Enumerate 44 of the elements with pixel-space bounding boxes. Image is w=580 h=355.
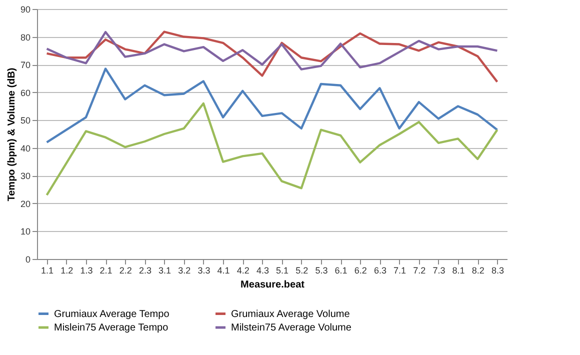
legend-label: Grumiaux Average Tempo xyxy=(54,308,170,320)
y-tick-label: 90 xyxy=(20,4,30,14)
x-tick-label: 4.3 xyxy=(256,266,269,276)
x-tick-label: 6.2 xyxy=(354,266,367,276)
x-tick-label: 1.1 xyxy=(41,266,54,276)
x-tick-label: 7.2 xyxy=(413,266,426,276)
y-tick-label: 50 xyxy=(20,116,30,126)
x-tick-label: 5.1 xyxy=(276,266,289,276)
y-tick-label: 20 xyxy=(20,198,30,209)
x-tick-label: 6.1 xyxy=(334,266,348,276)
x-tick-label: 6.3 xyxy=(374,266,386,276)
x-tick-label: 8.3 xyxy=(491,266,504,276)
y-tick-label: 70 xyxy=(20,60,30,70)
y-tick-label: 0 xyxy=(25,254,30,264)
x-tick-label: 3.3 xyxy=(198,266,210,276)
x-tick-label: 8.1 xyxy=(452,266,465,276)
y-tick-label: 60 xyxy=(20,88,30,98)
legend-label: Grumiaux Average Volume xyxy=(231,308,350,320)
x-tick-label: 3.2 xyxy=(178,266,191,276)
y-axis-title: Tempo (bpm) & Volume (dB) xyxy=(6,68,18,202)
x-tick-label: 2.2 xyxy=(119,266,132,276)
legend-label: Mislein75 Average Tempo xyxy=(54,322,169,334)
x-axis-title: Measure.beat xyxy=(240,280,306,290)
x-tick-label: 1.2 xyxy=(60,266,74,276)
x-tick-label: 5.3 xyxy=(315,266,328,276)
line-series xyxy=(46,30,498,83)
line-series xyxy=(46,30,498,70)
legend-label: Milstein75 Average Volume xyxy=(231,322,352,334)
y-tick-label: 10 xyxy=(20,226,30,237)
line-series xyxy=(46,68,498,144)
x-tick-label: 4.1 xyxy=(217,266,230,276)
x-tick-label: 5.2 xyxy=(296,266,308,276)
y-tick-label: 40 xyxy=(20,143,30,154)
x-tick-label: 7.1 xyxy=(394,266,406,276)
x-tick-label: 7.3 xyxy=(432,266,446,276)
x-tick-label: 4.2 xyxy=(236,266,250,276)
x-tick-label: 2.3 xyxy=(138,266,152,276)
x-tick-label: 8.2 xyxy=(472,266,484,276)
line-series xyxy=(46,102,498,196)
x-tick-label: 1.3 xyxy=(80,266,93,276)
x-tick-label: 2.1 xyxy=(100,266,112,276)
y-tick-label: 30 xyxy=(20,171,30,182)
x-tick-label: 3.1 xyxy=(158,266,172,276)
y-tick-label: 80 xyxy=(20,32,30,42)
